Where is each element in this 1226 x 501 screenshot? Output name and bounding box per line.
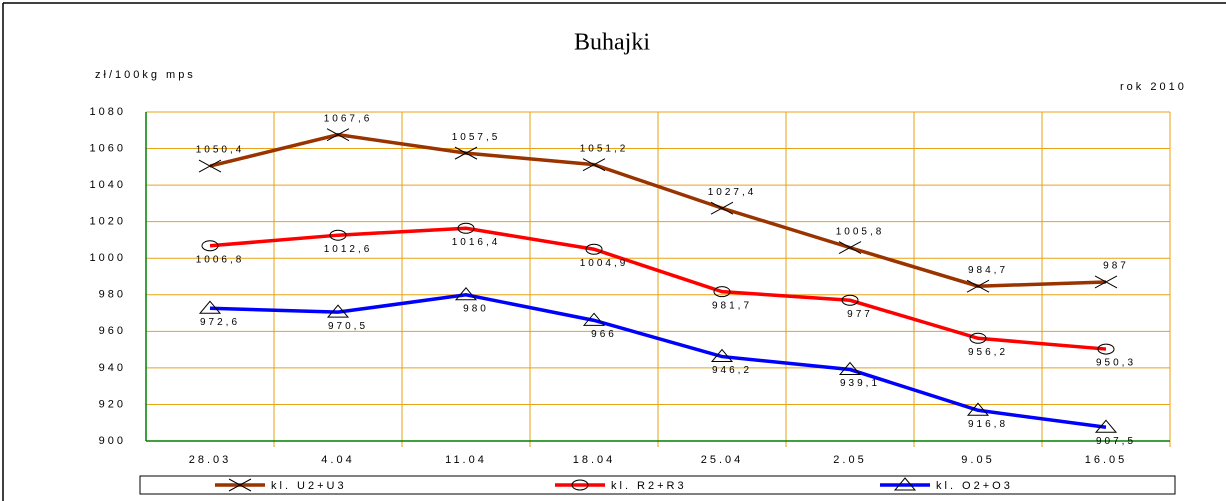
- marker: [329, 229, 347, 241]
- y-tick-label: 1080: [90, 106, 126, 118]
- marker: [454, 286, 478, 301]
- y-tick-label: 1060: [90, 142, 126, 154]
- marker: [838, 241, 862, 255]
- data-label: 972,6: [200, 317, 240, 328]
- marker: [838, 361, 862, 376]
- data-label: 1067,6: [324, 113, 373, 124]
- x-tick-label: 11.04: [445, 454, 487, 466]
- data-label: 984,7: [968, 265, 1008, 276]
- data-label: 1016,4: [452, 237, 501, 248]
- marker: [585, 243, 603, 255]
- y-tick-label: 1020: [90, 216, 126, 228]
- marker: [571, 479, 589, 491]
- marker: [966, 402, 990, 416]
- marker: [582, 312, 606, 326]
- marker: [966, 279, 990, 293]
- line: [209, 226, 1107, 351]
- y-tick-label: 920: [99, 398, 126, 410]
- marker: [228, 478, 252, 492]
- marker: [1094, 419, 1118, 433]
- data-label: 987: [1103, 261, 1129, 272]
- marker: [713, 286, 731, 298]
- data-label: 1012,6: [324, 244, 373, 255]
- y-tick-label: 900: [99, 435, 126, 447]
- data-label: 946,2: [712, 365, 752, 376]
- y-tick-label: 960: [99, 325, 126, 337]
- y-axis-label: zł/100kg mps: [95, 69, 196, 81]
- data-label: 977: [847, 309, 873, 320]
- marker: [201, 240, 219, 252]
- data-label: 1006,8: [196, 254, 245, 265]
- x-tick-label: 18.04: [573, 454, 616, 466]
- data-label: 966: [591, 329, 617, 340]
- data-label: 916,8: [968, 419, 1008, 430]
- x-tick-label: 4.04: [321, 454, 354, 466]
- marker: [841, 294, 859, 306]
- marker: [1094, 275, 1118, 289]
- data-label: 970,5: [328, 321, 368, 332]
- x-tick-label: 16.05: [1085, 454, 1128, 466]
- legend-box: [139, 475, 1176, 495]
- marker: [1097, 343, 1115, 355]
- marker: [198, 300, 222, 314]
- data-label: 980: [463, 303, 489, 314]
- legend-label: kl. R2+R3: [611, 480, 687, 492]
- x-tick-label: 9.05: [961, 454, 994, 466]
- data-label: 1051,2: [580, 143, 629, 154]
- y-tick-label: 1000: [90, 252, 126, 264]
- marker: [893, 477, 917, 491]
- legend-label: kl. U2+U3: [271, 480, 347, 492]
- y-tick-label: 980: [99, 289, 126, 301]
- legend-label: kl. O2+O3: [936, 480, 1013, 492]
- marker: [710, 348, 734, 363]
- data-label: 1004,9: [580, 258, 629, 269]
- y-tick-label: 940: [99, 362, 126, 374]
- chart-title: Buhajki: [574, 30, 650, 56]
- marker: [198, 159, 222, 173]
- marker: [457, 222, 475, 234]
- marker: [326, 304, 350, 318]
- marker: [582, 158, 606, 172]
- x-tick-label: 28.03: [189, 454, 232, 466]
- data-label: 1027,4: [708, 187, 757, 198]
- data-label: 907,5: [1096, 436, 1136, 447]
- line: [209, 293, 1107, 430]
- data-label: 981,7: [712, 300, 752, 311]
- x-tick-label: 2.05: [833, 454, 866, 466]
- marker: [454, 146, 478, 160]
- data-label: 939,1: [840, 378, 880, 389]
- marker: [326, 128, 350, 142]
- line: [209, 132, 1107, 288]
- data-label: 950,3: [1096, 358, 1136, 369]
- annotation: rok 2010: [1120, 81, 1187, 93]
- data-label: 1057,5: [452, 132, 501, 143]
- marker: [969, 332, 987, 344]
- data-label: 1050,4: [196, 145, 245, 156]
- y-tick-label: 1040: [90, 179, 126, 191]
- data-label: 956,2: [968, 347, 1008, 358]
- marker: [710, 201, 734, 215]
- x-tick-label: 25.04: [701, 454, 744, 466]
- data-label: 1005,8: [836, 226, 885, 237]
